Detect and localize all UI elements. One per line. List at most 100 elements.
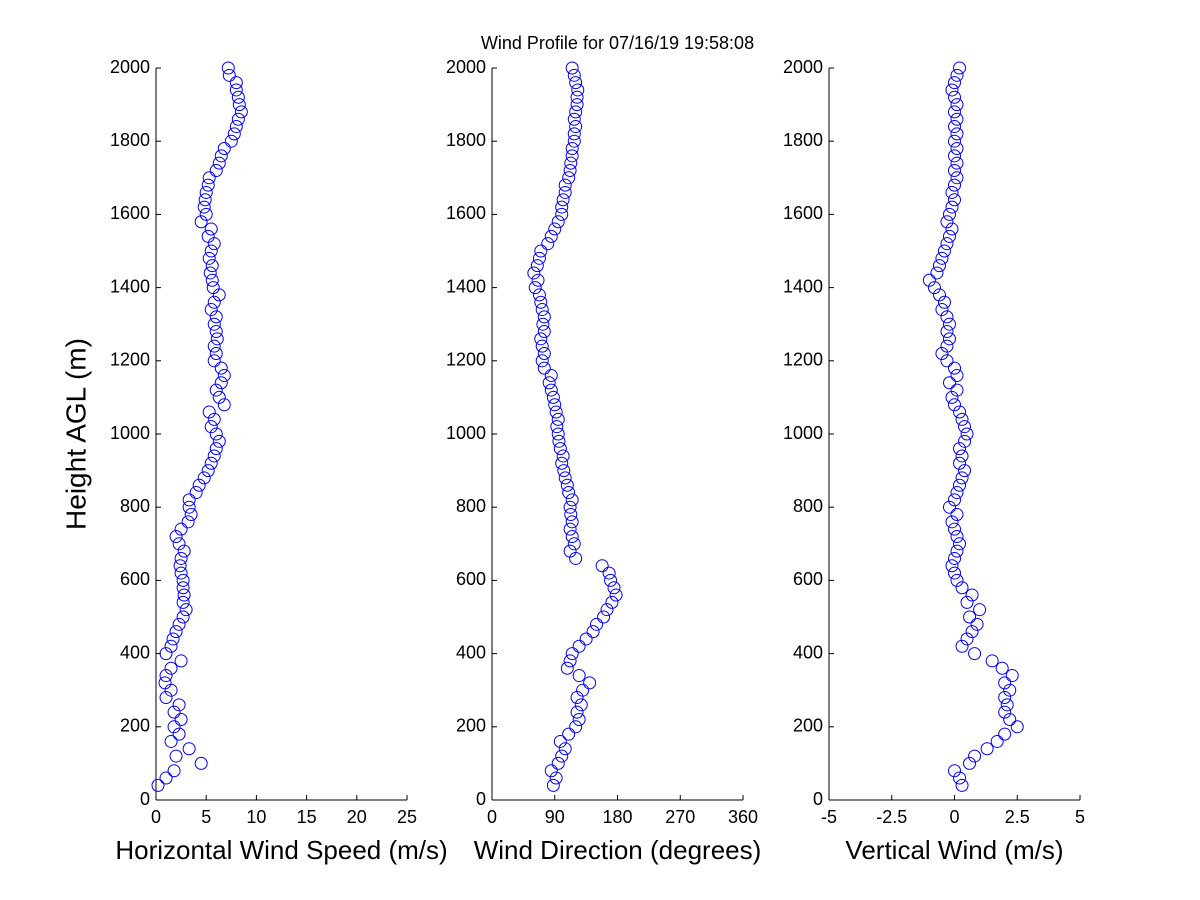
marker: [174, 712, 188, 726]
marker: [205, 273, 219, 287]
marker: [955, 778, 969, 792]
marker: [995, 661, 1009, 675]
marker: [942, 229, 956, 243]
marker: [199, 207, 213, 221]
y-tick-label: 1800: [446, 130, 486, 150]
y-tick-label: 600: [456, 569, 486, 589]
marker: [221, 61, 235, 75]
marker: [202, 405, 216, 419]
marker: [558, 742, 572, 756]
marker: [172, 698, 186, 712]
marker: [927, 281, 941, 295]
marker: [209, 325, 223, 339]
marker: [569, 105, 583, 119]
marker: [537, 325, 551, 339]
x-axis-label: Wind Direction (degrees): [474, 835, 762, 865]
marker: [942, 317, 956, 331]
marker: [202, 251, 216, 265]
marker: [549, 771, 563, 785]
y-tick-label: 600: [120, 569, 150, 589]
marker: [565, 529, 579, 543]
marker: [546, 778, 560, 792]
marker: [182, 500, 196, 514]
marker: [209, 383, 223, 397]
marker: [546, 390, 560, 404]
marker: [164, 661, 178, 675]
marker: [172, 537, 186, 551]
marker: [169, 625, 183, 639]
marker: [953, 61, 967, 75]
marker: [167, 705, 181, 719]
marker: [531, 273, 545, 287]
marker: [574, 698, 588, 712]
y-tick-label: 1600: [446, 203, 486, 223]
marker: [173, 559, 187, 573]
marker: [217, 368, 231, 382]
marker: [563, 500, 577, 514]
marker: [968, 749, 982, 763]
marker: [569, 76, 583, 90]
marker: [569, 720, 583, 734]
marker: [212, 390, 226, 404]
marker: [948, 193, 961, 207]
marker: [556, 449, 570, 463]
marker: [229, 76, 243, 90]
marker: [214, 361, 228, 375]
marker: [953, 771, 967, 785]
marker: [572, 712, 586, 726]
marker: [955, 639, 969, 653]
marker: [234, 105, 248, 119]
marker: [940, 215, 954, 229]
marker: [937, 244, 951, 258]
marker: [551, 427, 565, 441]
marker: [950, 383, 964, 397]
marker: [542, 376, 556, 390]
marker: [990, 734, 1004, 748]
marker: [563, 654, 577, 668]
marker: [209, 442, 223, 456]
marker: [953, 405, 967, 419]
x-tick-label: 0: [949, 807, 959, 827]
x-tick-label: 180: [602, 807, 632, 827]
marker: [176, 573, 190, 587]
marker: [530, 259, 544, 273]
x-tick-label: 0: [487, 807, 497, 827]
marker: [555, 749, 569, 763]
marker: [963, 610, 977, 624]
marker: [555, 200, 569, 214]
marker: [950, 156, 964, 170]
marker: [945, 185, 959, 199]
marker: [207, 412, 221, 426]
marker: [172, 617, 186, 631]
y-tick-label: 1400: [783, 276, 823, 296]
marker: [565, 647, 579, 661]
y-tick-label: 1400: [446, 276, 486, 296]
marker: [532, 288, 546, 302]
marker: [950, 142, 964, 156]
marker: [212, 434, 226, 448]
marker: [958, 434, 972, 448]
marker: [198, 193, 212, 207]
x-tick-label: 90: [545, 807, 565, 827]
marker: [207, 354, 221, 368]
marker: [159, 691, 173, 705]
marker: [955, 581, 969, 595]
marker: [965, 588, 979, 602]
marker: [948, 522, 961, 536]
marker: [527, 266, 541, 280]
marker: [960, 595, 974, 609]
marker: [604, 573, 618, 587]
marker: [174, 551, 188, 565]
marker: [607, 581, 621, 595]
marker: [953, 456, 967, 470]
x-tick-label: 5: [1075, 807, 1085, 827]
marker: [940, 237, 954, 251]
marker: [553, 734, 567, 748]
marker: [948, 178, 961, 192]
marker: [551, 756, 565, 770]
y-tick-label: 1400: [110, 276, 150, 296]
y-axis-label: Height AGL (m): [60, 338, 91, 530]
marker: [207, 339, 221, 353]
y-tick-label: 0: [140, 789, 150, 809]
marker: [935, 303, 949, 317]
